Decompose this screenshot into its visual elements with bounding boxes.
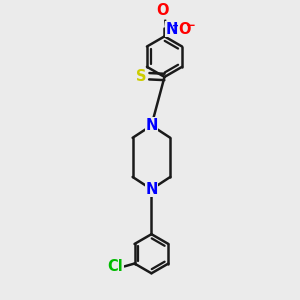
Text: Cl: Cl <box>107 259 123 274</box>
Text: +: + <box>172 21 181 31</box>
Text: −: − <box>185 20 195 32</box>
Text: S: S <box>136 69 147 84</box>
Text: N: N <box>145 182 158 197</box>
Text: O: O <box>156 3 169 18</box>
Text: O: O <box>178 22 191 37</box>
Text: N: N <box>145 118 158 133</box>
Text: N: N <box>166 22 178 37</box>
